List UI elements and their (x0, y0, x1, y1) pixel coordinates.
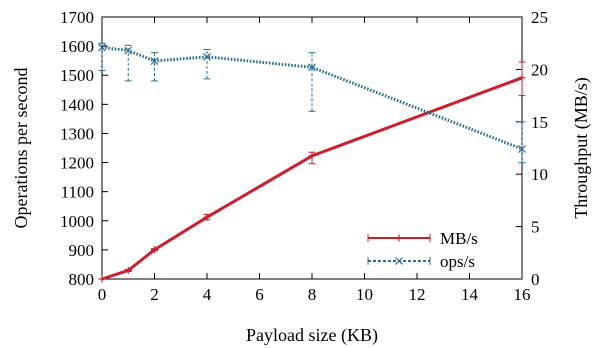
y-left-tick-label: 1100 (61, 183, 94, 202)
y-right-axis-ticks: 0 5 10 15 20 25 (516, 8, 548, 289)
data-point (308, 63, 316, 72)
y-left-tick-label: 1300 (60, 124, 94, 143)
x-tick-label: 4 (203, 285, 212, 304)
y-left-axis-title: Operations per second (11, 68, 31, 229)
y-right-tick-label: 25 (531, 8, 548, 27)
y-right-axis-title: Throughput (MB/s) (571, 77, 592, 219)
x-tick-label: 8 (308, 285, 317, 304)
y-left-tick-label: 1200 (60, 154, 94, 173)
series-layer (98, 42, 526, 283)
data-point (518, 145, 526, 153)
y-right-tick-label: 10 (531, 165, 548, 184)
y-left-tick-label: 1600 (60, 37, 94, 56)
y-left-tick-label: 1000 (60, 212, 94, 231)
x-tick-label: 2 (150, 285, 159, 304)
y-left-tick-label: 1500 (60, 66, 94, 85)
y-left-tick-label: 1400 (60, 95, 94, 114)
y-left-tick-label: 1700 (60, 8, 94, 27)
x-tick-label: 12 (409, 285, 426, 304)
series-line (101, 76, 523, 281)
series-0 (98, 61, 526, 283)
legend-label-0: MB/s (440, 229, 478, 248)
x-axis-ticks: 0 2 4 6 8 10 12 14 16 (98, 17, 531, 304)
series-1 (98, 42, 526, 164)
y-right-tick-label: 5 (531, 218, 540, 237)
x-tick-label: 0 (98, 285, 107, 304)
y-left-tick-label: 800 (69, 270, 95, 289)
data-point (124, 46, 133, 55)
x-axis-title: Payload size (KB) (246, 325, 378, 346)
legend-label-1: ops/s (440, 252, 475, 271)
y-right-tick-label: 0 (531, 270, 540, 289)
y-right-tick-label: 15 (531, 113, 548, 132)
legend: MB/s ops/s (367, 229, 478, 271)
x-tick-label: 6 (255, 285, 264, 304)
data-point (150, 57, 159, 65)
x-tick-label: 16 (514, 285, 531, 304)
y-left-axis-ticks: 800 900 1000 1100 1200 1300 1400 1500 1600 1700 (60, 8, 108, 289)
data-point (203, 52, 211, 61)
y-right-tick-label: 20 (531, 60, 548, 79)
y-left-tick-label: 900 (69, 241, 95, 260)
x-tick-label: 10 (356, 285, 373, 304)
legend-marker-1 (395, 257, 403, 265)
x-tick-label: 14 (461, 285, 479, 304)
series-line (101, 45, 523, 151)
data-point (98, 43, 106, 52)
